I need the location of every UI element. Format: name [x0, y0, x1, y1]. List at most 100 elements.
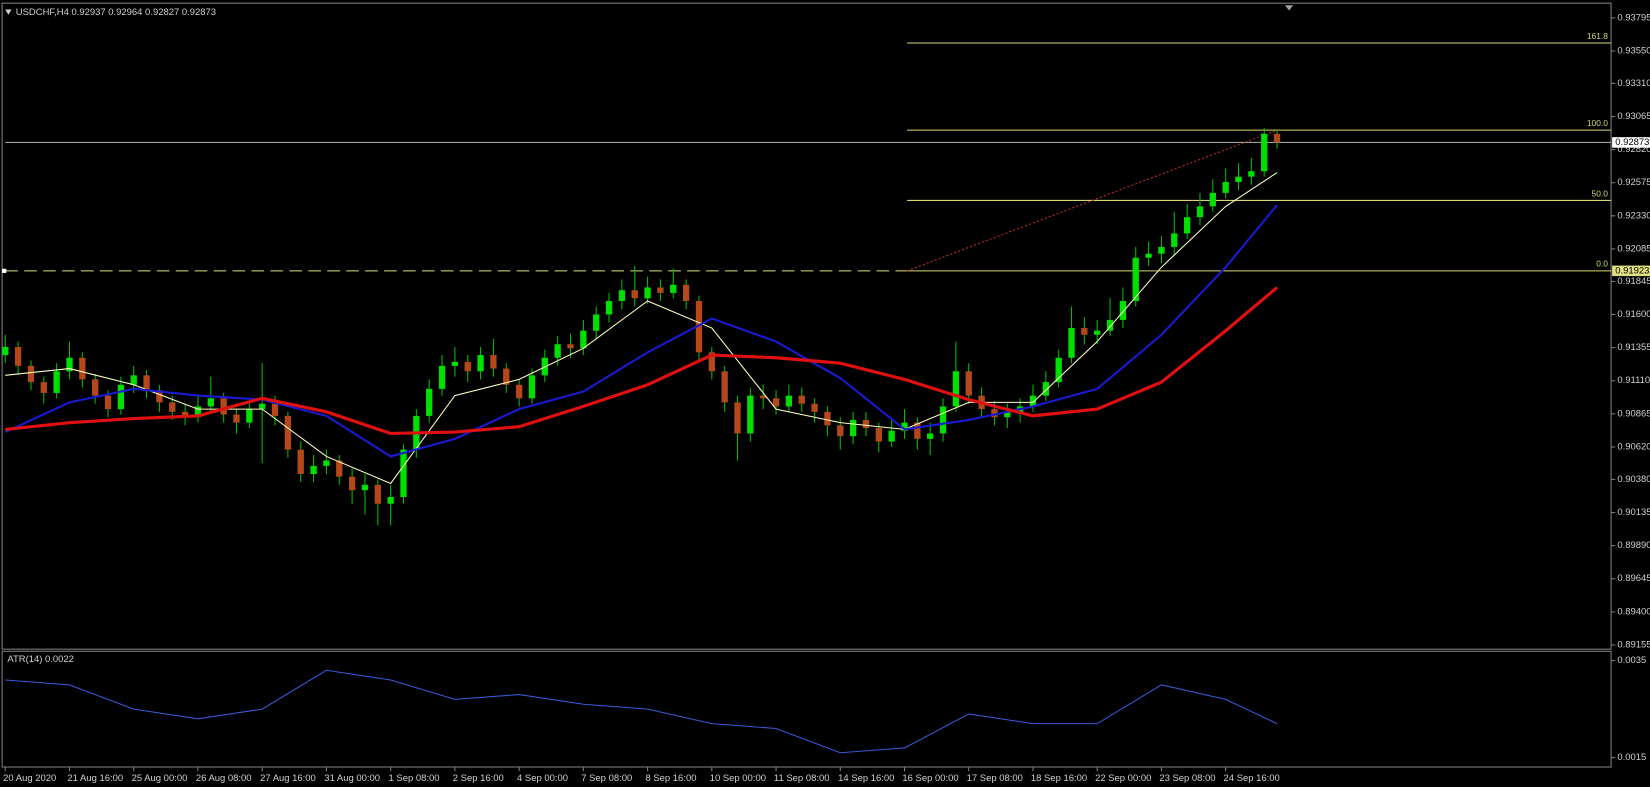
x-tick-label: 24 Sep 16:00 [1224, 773, 1280, 784]
candle-body [374, 484, 381, 504]
candle-body [760, 395, 767, 399]
y-tick-label: 0.89155 [1617, 639, 1650, 650]
candle-body [682, 284, 690, 301]
y-tick-label: 0.90135 [1617, 507, 1650, 518]
y-tick-label: 0.89645 [1617, 573, 1650, 584]
trend-line [906, 129, 1278, 272]
y-tick-label: 0.91110 [1617, 375, 1650, 386]
candle-body [914, 422, 921, 439]
x-tick-label: 22 Sep 00:00 [1095, 773, 1151, 784]
candle-body [515, 384, 523, 399]
menu-arrow[interactable] [5, 9, 12, 15]
candle-body [888, 430, 895, 442]
candle-body [233, 414, 240, 423]
candle-body [194, 406, 202, 418]
candle-body [284, 415, 292, 450]
candle-body [104, 395, 112, 410]
candle-body [117, 384, 125, 410]
candle-body [580, 330, 587, 349]
price-label-box [1612, 265, 1650, 277]
y-tick-label: 0.91355 [1617, 342, 1650, 353]
x-tick-label: 16 Sep 00:00 [902, 773, 958, 784]
candle-body [1132, 257, 1139, 301]
candle-body [631, 290, 638, 299]
price-label-box [1612, 137, 1650, 148]
atr-label: ATR(14) 0.0022 [7, 654, 74, 665]
candle-body [837, 425, 844, 437]
y-tick-label: 0.91600 [1617, 309, 1650, 320]
fib-label: 161.8 [1587, 31, 1608, 41]
candle-body [310, 465, 317, 475]
candle-body [528, 375, 536, 399]
candle-body [40, 382, 47, 393]
x-tick-label: 10 Sep 00:00 [710, 773, 766, 784]
candle-body [323, 460, 330, 466]
y-tick-label: 0.90865 [1617, 408, 1650, 419]
x-tick-label: 14 Sep 16:00 [838, 773, 894, 784]
candle-body [747, 395, 754, 434]
candle-body [1068, 328, 1075, 358]
x-tick-label: 31 Aug 00:00 [324, 773, 380, 784]
fib-label: 100.0 [1587, 118, 1608, 128]
y-tick-label: 0.0035 [1617, 655, 1646, 666]
y-tick-label: 0.89400 [1617, 606, 1650, 617]
shift-marker [1284, 5, 1294, 11]
candle-body [66, 357, 73, 372]
candle-body [1248, 171, 1255, 177]
candle-body [1145, 253, 1152, 258]
candle-body [939, 406, 947, 434]
candle-body [1158, 246, 1165, 254]
candle-body [246, 409, 253, 423]
x-tick-label: 7 Sep 08:00 [581, 773, 632, 784]
y-tick-label: 0.91845 [1617, 276, 1650, 287]
candle-body [387, 496, 394, 504]
fib-label: 50.0 [1592, 188, 1609, 198]
candle-body [849, 419, 857, 437]
atr-line [5, 669, 1278, 754]
candle-body [1042, 382, 1049, 396]
candle-body [477, 355, 484, 372]
y-tick-label: 0.92330 [1617, 210, 1650, 221]
candle-body [734, 402, 741, 434]
moving-average [4, 204, 1278, 458]
candle-body [695, 300, 703, 353]
moving-average [5, 286, 1279, 436]
candle-body [1222, 182, 1229, 193]
x-tick-label: 8 Sep 16:00 [645, 773, 696, 784]
candle-body [862, 419, 870, 429]
candle-body [400, 449, 407, 497]
candle-body [927, 433, 934, 439]
x-tick-label: 18 Sep 16:00 [1031, 773, 1087, 784]
candle-body [811, 403, 818, 412]
candle-body [708, 352, 715, 372]
candle-body [952, 371, 960, 407]
y-tick-label: 0.93550 [1617, 45, 1650, 56]
x-tick-label: 26 Aug 08:00 [196, 773, 252, 784]
y-tick-label: 0.92085 [1617, 243, 1650, 254]
candle-body [348, 476, 356, 491]
candle-body [1235, 176, 1242, 183]
candle-body [156, 390, 163, 403]
y-tick-label: 0.93065 [1617, 111, 1650, 122]
candle-body [490, 355, 497, 369]
y-tick-label: 0.92575 [1617, 177, 1650, 188]
x-tick-label: 11 Sep 08:00 [774, 773, 830, 784]
x-tick-label: 23 Sep 08:00 [1159, 773, 1215, 784]
candle-body [1029, 395, 1037, 407]
candle-body [1183, 217, 1191, 234]
x-tick-label: 2 Sep 16:00 [453, 773, 504, 784]
y-tick-label: 0.90620 [1617, 441, 1650, 452]
candle-body [1094, 330, 1101, 335]
candle-body [464, 361, 471, 372]
candle-body [567, 344, 574, 349]
candle-body [798, 395, 805, 404]
y-tick-label: 0.93795 [1617, 12, 1650, 23]
y-tick-label: 0.92820 [1617, 144, 1650, 155]
candle-body [14, 346, 22, 366]
candle-body [438, 365, 446, 389]
candle-body [1196, 206, 1204, 218]
candle-body [259, 403, 266, 410]
candle-body [618, 290, 626, 301]
